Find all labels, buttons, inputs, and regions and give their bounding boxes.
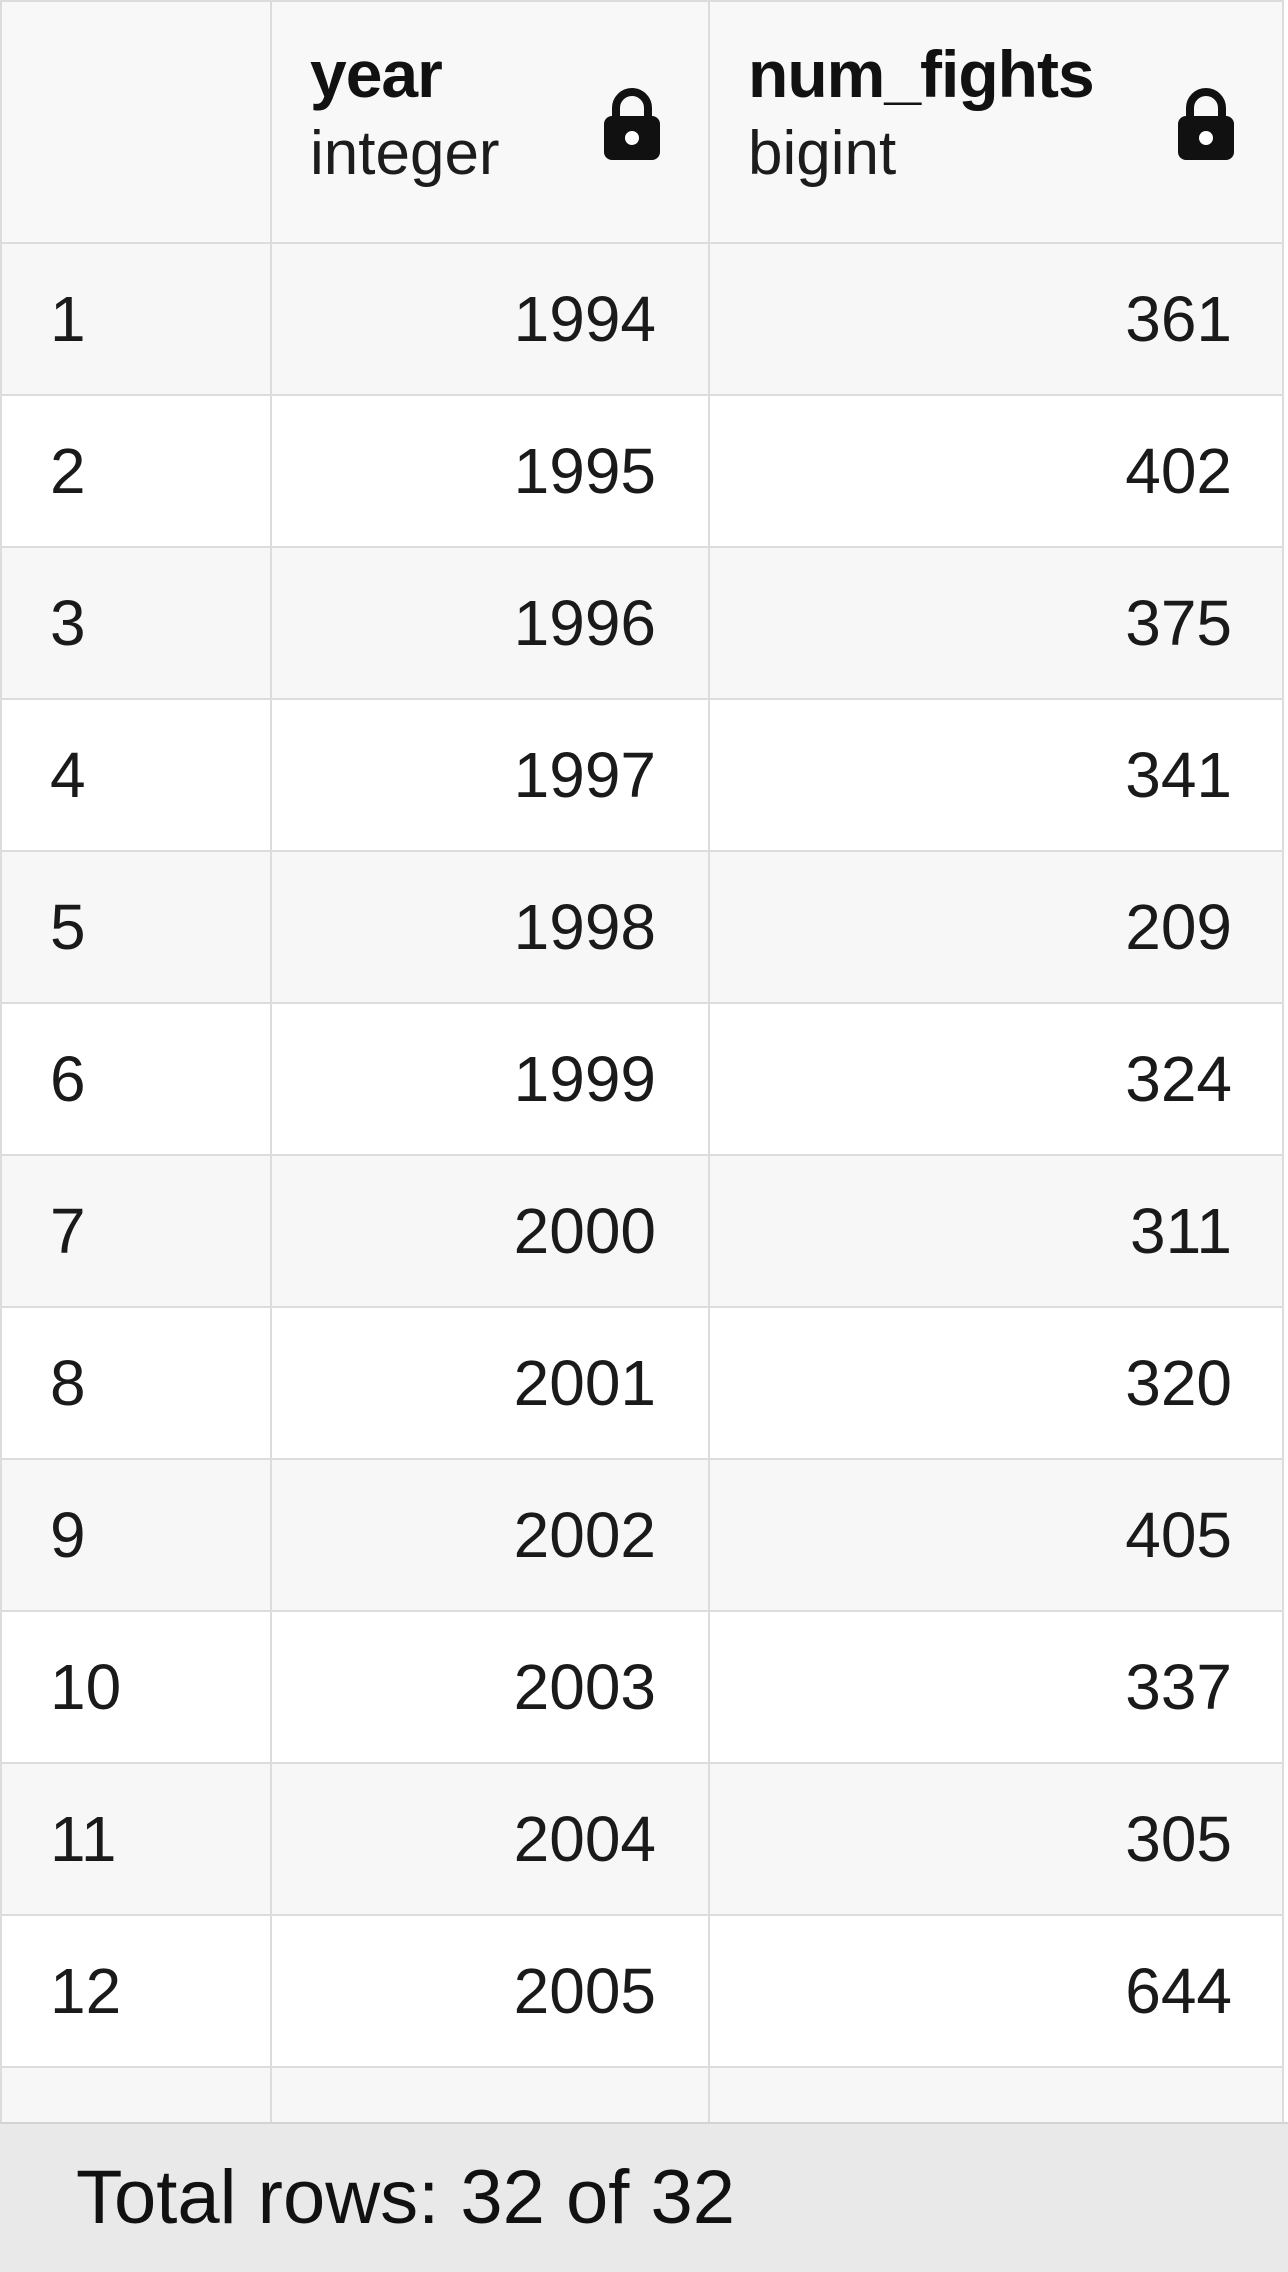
- cell-year[interactable]: 1997: [270, 698, 710, 852]
- row-number[interactable]: 6: [0, 1002, 272, 1156]
- cell-num-fights[interactable]: 324: [708, 1002, 1284, 1156]
- cell-num-fights[interactable]: 375: [708, 546, 1284, 700]
- table-row[interactable]: 5 1998 209: [0, 850, 1284, 1004]
- cell-num-fights[interactable]: 405: [708, 1458, 1284, 1612]
- status-bar: Total rows: 32 of 32: [0, 2122, 1288, 2272]
- table-row[interactable]: 7 2000 311: [0, 1154, 1284, 1308]
- table-row[interactable]: 3 1996 375: [0, 546, 1284, 700]
- row-number[interactable]: 4: [0, 698, 272, 852]
- table-row[interactable]: 4 1997 341: [0, 698, 1284, 852]
- cell-year[interactable]: 1996: [270, 546, 710, 700]
- row-number[interactable]: 1: [0, 242, 272, 396]
- cell-year[interactable]: 2003: [270, 1610, 710, 1764]
- header-row: year integer num_fights bigint: [0, 0, 1284, 244]
- table-row[interactable]: 2 1995 402: [0, 394, 1284, 548]
- table-row[interactable]: 10 2003 337: [0, 1610, 1284, 1764]
- row-number[interactable]: 10: [0, 1610, 272, 1764]
- column-type: bigint: [748, 119, 897, 188]
- row-number-header[interactable]: [0, 0, 272, 244]
- table-row[interactable]: 9 2002 405: [0, 1458, 1284, 1612]
- cell-year[interactable]: 2002: [270, 1458, 710, 1612]
- cell-num-fights[interactable]: 402: [708, 394, 1284, 548]
- cell-year[interactable]: 2000: [270, 1154, 710, 1308]
- cell-num-fights[interactable]: [708, 2066, 1284, 2122]
- cell-num-fights[interactable]: 337: [708, 1610, 1284, 1764]
- cell-year[interactable]: 1994: [270, 242, 710, 396]
- row-number[interactable]: 9: [0, 1458, 272, 1612]
- table-row[interactable]: 11 2004 305: [0, 1762, 1284, 1916]
- table-row-partial[interactable]: [0, 2066, 1284, 2122]
- row-number[interactable]: 12: [0, 1914, 272, 2068]
- cell-num-fights[interactable]: 644: [708, 1914, 1284, 2068]
- cell-year[interactable]: 1999: [270, 1002, 710, 1156]
- column-name: year: [310, 37, 443, 111]
- cell-num-fights[interactable]: 320: [708, 1306, 1284, 1460]
- cell-num-fights[interactable]: 305: [708, 1762, 1284, 1916]
- row-number[interactable]: 3: [0, 546, 272, 700]
- column-name: num_fights: [748, 37, 1095, 111]
- cell-year[interactable]: 2004: [270, 1762, 710, 1916]
- row-number[interactable]: 5: [0, 850, 272, 1004]
- lock-icon: [604, 88, 660, 160]
- lock-icon: [1178, 88, 1234, 160]
- cell-year[interactable]: 2005: [270, 1914, 710, 2068]
- cell-year[interactable]: 2001: [270, 1306, 710, 1460]
- row-number[interactable]: 8: [0, 1306, 272, 1460]
- table-row[interactable]: 8 2001 320: [0, 1306, 1284, 1460]
- table-row[interactable]: 12 2005 644: [0, 1914, 1284, 2068]
- cell-year[interactable]: 1995: [270, 394, 710, 548]
- column-header-num-fights[interactable]: num_fights bigint: [708, 0, 1284, 244]
- column-header-year[interactable]: year integer: [270, 0, 710, 244]
- result-grid-container[interactable]: year integer num_fights bigint: [0, 0, 1288, 2122]
- row-number[interactable]: 7: [0, 1154, 272, 1308]
- cell-num-fights[interactable]: 209: [708, 850, 1284, 1004]
- row-number[interactable]: 2: [0, 394, 272, 548]
- table-row[interactable]: 1 1994 361: [0, 242, 1284, 396]
- column-type: integer: [310, 119, 500, 188]
- row-number[interactable]: [0, 2066, 272, 2122]
- total-rows-label: Total rows: 32 of 32: [76, 2155, 736, 2240]
- result-grid: year integer num_fights bigint: [0, 0, 1284, 2122]
- cell-num-fights[interactable]: 341: [708, 698, 1284, 852]
- cell-num-fights[interactable]: 361: [708, 242, 1284, 396]
- cell-year[interactable]: 1998: [270, 850, 710, 1004]
- row-number[interactable]: 11: [0, 1762, 272, 1916]
- table-row[interactable]: 6 1999 324: [0, 1002, 1284, 1156]
- cell-num-fights[interactable]: 311: [708, 1154, 1284, 1308]
- cell-year[interactable]: [270, 2066, 710, 2122]
